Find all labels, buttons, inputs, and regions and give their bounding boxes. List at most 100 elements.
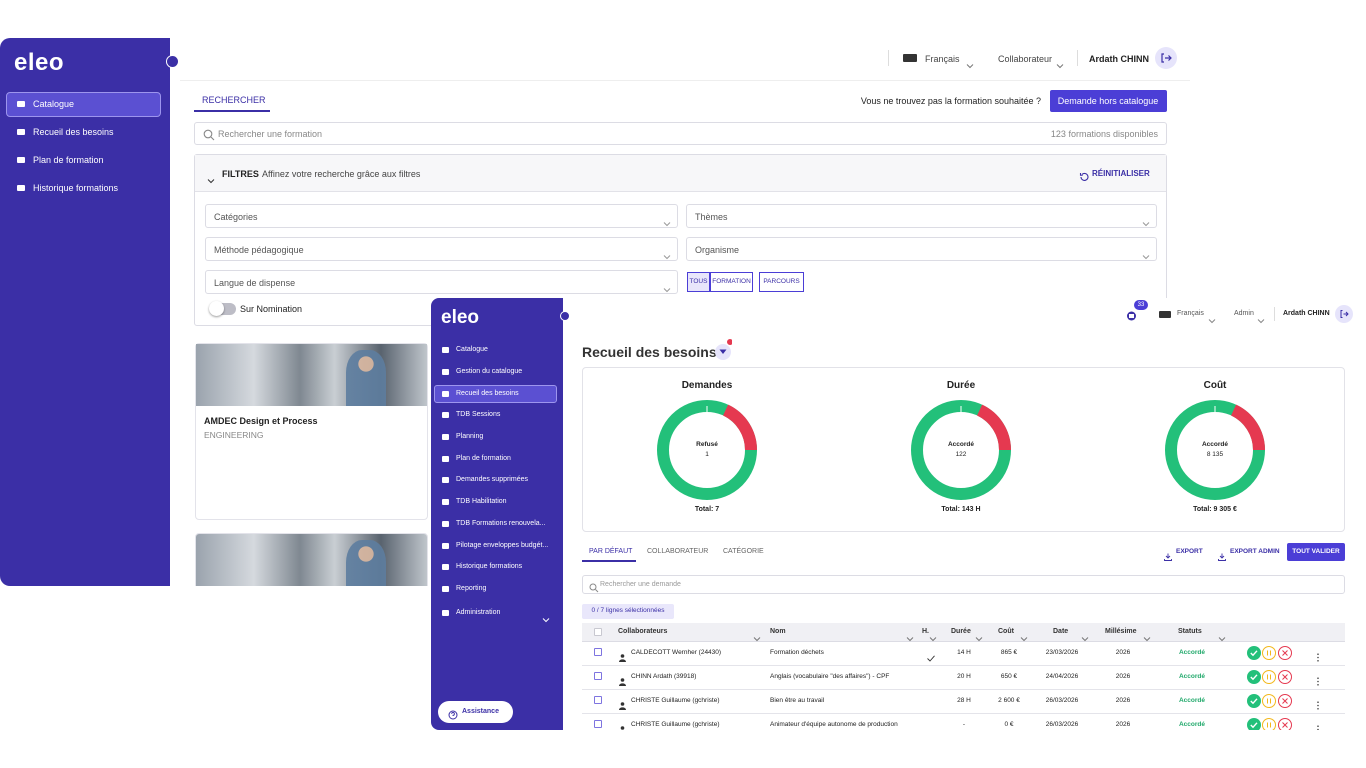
menu-item[interactable]: Plan de formation — [33, 155, 104, 165]
role[interactable]: Collaborateur — [998, 54, 1053, 64]
type-toggle-label[interactable]: PARCOURS — [763, 278, 800, 285]
menu-item[interactable]: Catalogue — [33, 99, 75, 109]
collaborator: CHRISTE Guillaume (gchriste) — [631, 721, 720, 728]
export-button[interactable]: EXPORT — [1176, 548, 1203, 555]
row-menu[interactable] — [1316, 697, 1320, 710]
language[interactable]: Français — [925, 54, 960, 64]
select-label[interactable]: Méthode pédagogique — [214, 245, 304, 255]
menu-item[interactable]: Administration — [456, 609, 501, 616]
checkbox[interactable] — [594, 672, 602, 680]
course-image — [196, 534, 427, 592]
type-toggle-label[interactable]: FORMATION — [712, 278, 751, 285]
tab-underline — [194, 110, 270, 112]
sidebar — [0, 38, 170, 586]
checkbox[interactable] — [594, 720, 602, 728]
assistance-label[interactable]: Assistance — [462, 708, 499, 715]
menu-item[interactable]: Historique formations — [456, 563, 523, 570]
menu-icon — [442, 412, 449, 418]
select-label[interactable]: Catégories — [214, 212, 258, 222]
select[interactable]: Catégories — [205, 204, 678, 228]
checkbox[interactable] — [594, 648, 602, 656]
tab[interactable]: CATÉGORIE — [723, 548, 764, 555]
menu-item[interactable]: Reporting — [456, 585, 487, 592]
menu-item[interactable]: Recueil des besoins — [456, 390, 519, 397]
menu-item[interactable]: Recueil des besoins — [33, 127, 114, 137]
status-actions[interactable] — [1246, 717, 1294, 730]
menu-item[interactable]: Catalogue — [456, 346, 488, 353]
request-button-label[interactable]: Demande hors catalogue — [1057, 96, 1159, 106]
menu-item[interactable]: Gestion du catalogue — [456, 368, 523, 375]
menu-item[interactable]: TDB Formations renouvela... — [456, 520, 546, 527]
language-icon — [1159, 311, 1171, 318]
select-label[interactable]: Langue de dispense — [214, 278, 296, 288]
menu-item[interactable]: TDB Habilitation — [456, 498, 507, 505]
donut-center-label: Refusé — [696, 441, 718, 448]
type-toggle[interactable]: PARCOURS — [759, 272, 804, 292]
menu-item[interactable]: Demandes supprimées — [456, 476, 528, 483]
language[interactable]: Français — [1177, 310, 1204, 317]
tab[interactable]: COLLABORATEUR — [647, 548, 709, 555]
menu-item[interactable]: Plan de formation — [456, 455, 511, 462]
column-header[interactable]: Durée — [951, 628, 971, 635]
column-header[interactable]: Date — [1053, 628, 1069, 635]
user-name: Ardath CHINN — [1283, 310, 1330, 317]
date: 26/03/2026 — [1045, 697, 1079, 704]
role[interactable]: Admin — [1234, 310, 1254, 317]
checkbox[interactable] — [594, 628, 602, 636]
select[interactable]: Méthode pédagogique — [205, 237, 678, 261]
column-header[interactable]: Coût — [998, 628, 1014, 635]
column-header[interactable]: Statuts — [1178, 628, 1202, 635]
select-label[interactable]: Organisme — [695, 245, 740, 255]
status-actions[interactable] — [1246, 693, 1294, 709]
assistance-button[interactable]: Assistance — [438, 701, 513, 723]
row-menu[interactable] — [1316, 649, 1320, 662]
chevron — [966, 56, 974, 69]
row-menu[interactable] — [1316, 721, 1320, 730]
person-icon-svg — [619, 702, 626, 710]
reset-button[interactable]: RÉINITIALISER — [1092, 169, 1150, 178]
tab[interactable]: PAR DÉFAUT — [589, 548, 633, 555]
status-actions[interactable] — [1246, 645, 1294, 661]
menu-item[interactable]: Planning — [456, 433, 484, 440]
type-toggle[interactable]: TOUS — [687, 272, 710, 292]
logout-button[interactable] — [1335, 305, 1353, 323]
checkbox[interactable] — [594, 696, 602, 704]
collapse-button[interactable] — [560, 311, 570, 321]
column-header[interactable]: Millésime — [1105, 628, 1137, 635]
filter-button[interactable] — [714, 338, 733, 360]
search-input[interactable]: Rechercher une demande — [582, 575, 1345, 594]
column-header[interactable]: Collaborateurs — [618, 628, 668, 635]
notification-icon[interactable] — [1126, 308, 1137, 321]
menu-item[interactable]: Pilotage enveloppes budgét... — [456, 542, 549, 549]
row-menu[interactable] — [1316, 673, 1320, 686]
course-card[interactable] — [195, 533, 428, 593]
column-header[interactable]: H. — [922, 628, 929, 635]
menu-item-selected[interactable] — [6, 92, 161, 117]
select[interactable]: Thèmes — [686, 204, 1157, 228]
column-header[interactable]: Nom — [770, 628, 786, 635]
export-admin-button[interactable]: EXPORT ADMIN — [1230, 548, 1280, 555]
status-actions[interactable] — [1246, 669, 1294, 685]
menu-item-selected[interactable] — [434, 385, 557, 403]
select-label[interactable]: Thèmes — [695, 212, 728, 222]
search-icon-svg — [203, 129, 215, 141]
course-card[interactable]: AMDEC Design et Process ENGINEERING — [195, 343, 428, 520]
select[interactable]: Langue de dispense — [205, 270, 678, 294]
request-button[interactable]: Demande hors catalogue — [1050, 90, 1167, 112]
search-input[interactable]: Rechercher une formation 123 formations d… — [194, 122, 1167, 145]
nomination-label: Sur Nomination — [240, 304, 303, 314]
type-toggle[interactable]: FORMATION — [710, 272, 753, 292]
donut-chart-svg — [1165, 400, 1265, 500]
validate-all-label[interactable]: TOUT VALIDER — [1292, 548, 1340, 555]
donut-center-label: Accordé — [947, 441, 975, 448]
export-icon-svg — [1164, 553, 1172, 561]
logout-button[interactable] — [1155, 47, 1177, 69]
menu-item[interactable]: TDB Sessions — [456, 411, 501, 418]
select[interactable]: Organisme — [686, 237, 1157, 261]
menu-item[interactable]: Historique formations — [33, 183, 119, 193]
type-toggle-label[interactable]: TOUS — [689, 278, 708, 285]
validate-all-button[interactable]: TOUT VALIDER — [1287, 543, 1345, 561]
tab[interactable]: RECHERCHER — [202, 95, 266, 105]
collapse-button[interactable] — [166, 55, 179, 68]
chevron — [663, 247, 671, 260]
